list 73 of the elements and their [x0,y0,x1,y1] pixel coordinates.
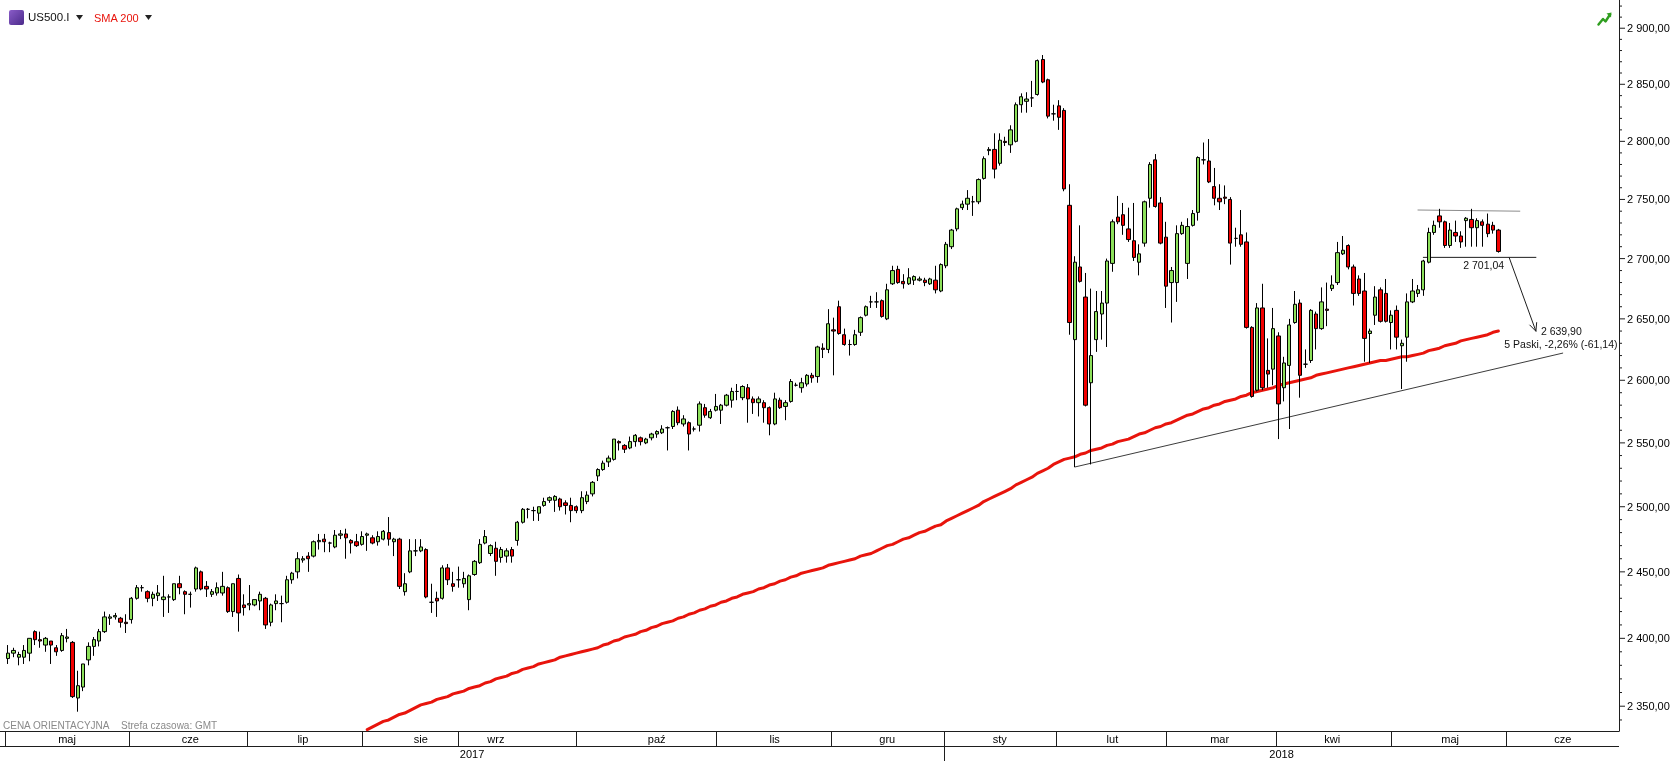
candlestick [279,595,284,623]
candlestick [365,532,369,552]
y-tick-label: 2 500,00 [1627,500,1670,513]
candlestick [789,378,793,404]
candlestick [692,425,696,433]
x-tick-label: lis [769,732,781,745]
y-tick-label: 2 400,00 [1627,632,1670,645]
candlestick [982,155,986,181]
x-tick-label: sty [992,732,1008,745]
candlestick [864,305,868,317]
candlestick [451,571,455,593]
y-tick-label: 2 450,00 [1627,565,1670,578]
annotation: 5 Paski, -2,26% (-61,14) [1504,338,1618,351]
y-tick-label: 2 800,00 [1627,135,1670,148]
candlestick [1330,274,1334,292]
candlestick [1201,142,1206,165]
candlestick [1094,290,1098,353]
text: 2018 [1269,747,1294,760]
x-tick-label: paź [647,732,666,745]
candlestick [521,507,525,525]
x-tick-label: maj [1441,732,1459,745]
text: US500.I [28,11,70,23]
candlestick [858,315,863,337]
candlestick [1191,209,1195,228]
candlestick [842,328,846,347]
x-tick-label: kwi [1324,732,1341,745]
candlestick [1228,196,1232,266]
candlestick [54,644,58,657]
line-series [365,329,1500,732]
x-tick-label: maj [58,732,76,745]
candlestick [188,591,192,609]
candlestick [1126,207,1131,243]
candlestick [483,529,487,545]
text: SMA 200 [94,11,139,24]
y-tick-label: 2 600,00 [1627,374,1670,387]
candlestick [1196,155,1200,222]
x-tick-label: mar [1210,732,1230,745]
y-tick-label: 2 350,00 [1627,700,1670,713]
candlestick [1142,200,1147,248]
candlestick [1030,80,1034,108]
y-tick-label: 2 650,00 [1627,312,1670,325]
candlestick [1207,138,1211,184]
candlestick [274,593,278,611]
x-tick-label: lut [1106,732,1119,745]
candlestick [1035,59,1039,97]
candlestick [542,497,546,508]
candlestick [665,425,670,451]
candlestick [1400,339,1404,390]
candlestick [161,575,166,618]
y-tick-label: 2 750,00 [1627,193,1670,206]
x-tick-label: sie [413,732,428,745]
text: 2017 [459,747,485,760]
y-tick-label: 2 900,00 [1627,22,1670,35]
candlestick [515,520,519,547]
data-label: 2 701,04 [1463,259,1505,272]
annotation: Strefa czasowa: GMT [121,719,218,731]
candlestick [183,589,187,615]
candlestick [135,584,139,601]
x-tick-label: lip [297,732,309,745]
x-tick-label: gru [879,732,896,745]
y-tick-label: 2 850,00 [1627,78,1670,91]
y-tick-label: 2 550,00 [1627,436,1670,449]
x-tick-label: cze [1554,732,1572,745]
data-label: 2 639,90 [1540,325,1582,338]
candlestick [429,583,434,614]
candlestick [408,538,412,574]
candlestick [1303,348,1308,369]
annotation: CENA ORIENTACYJNA [3,719,110,731]
candlestick [869,295,873,309]
x-tick-label: wrz [486,732,505,745]
x-tick-label: cze [181,732,199,745]
candlestick [129,596,133,625]
y-tick-label: 2 700,00 [1627,252,1670,265]
